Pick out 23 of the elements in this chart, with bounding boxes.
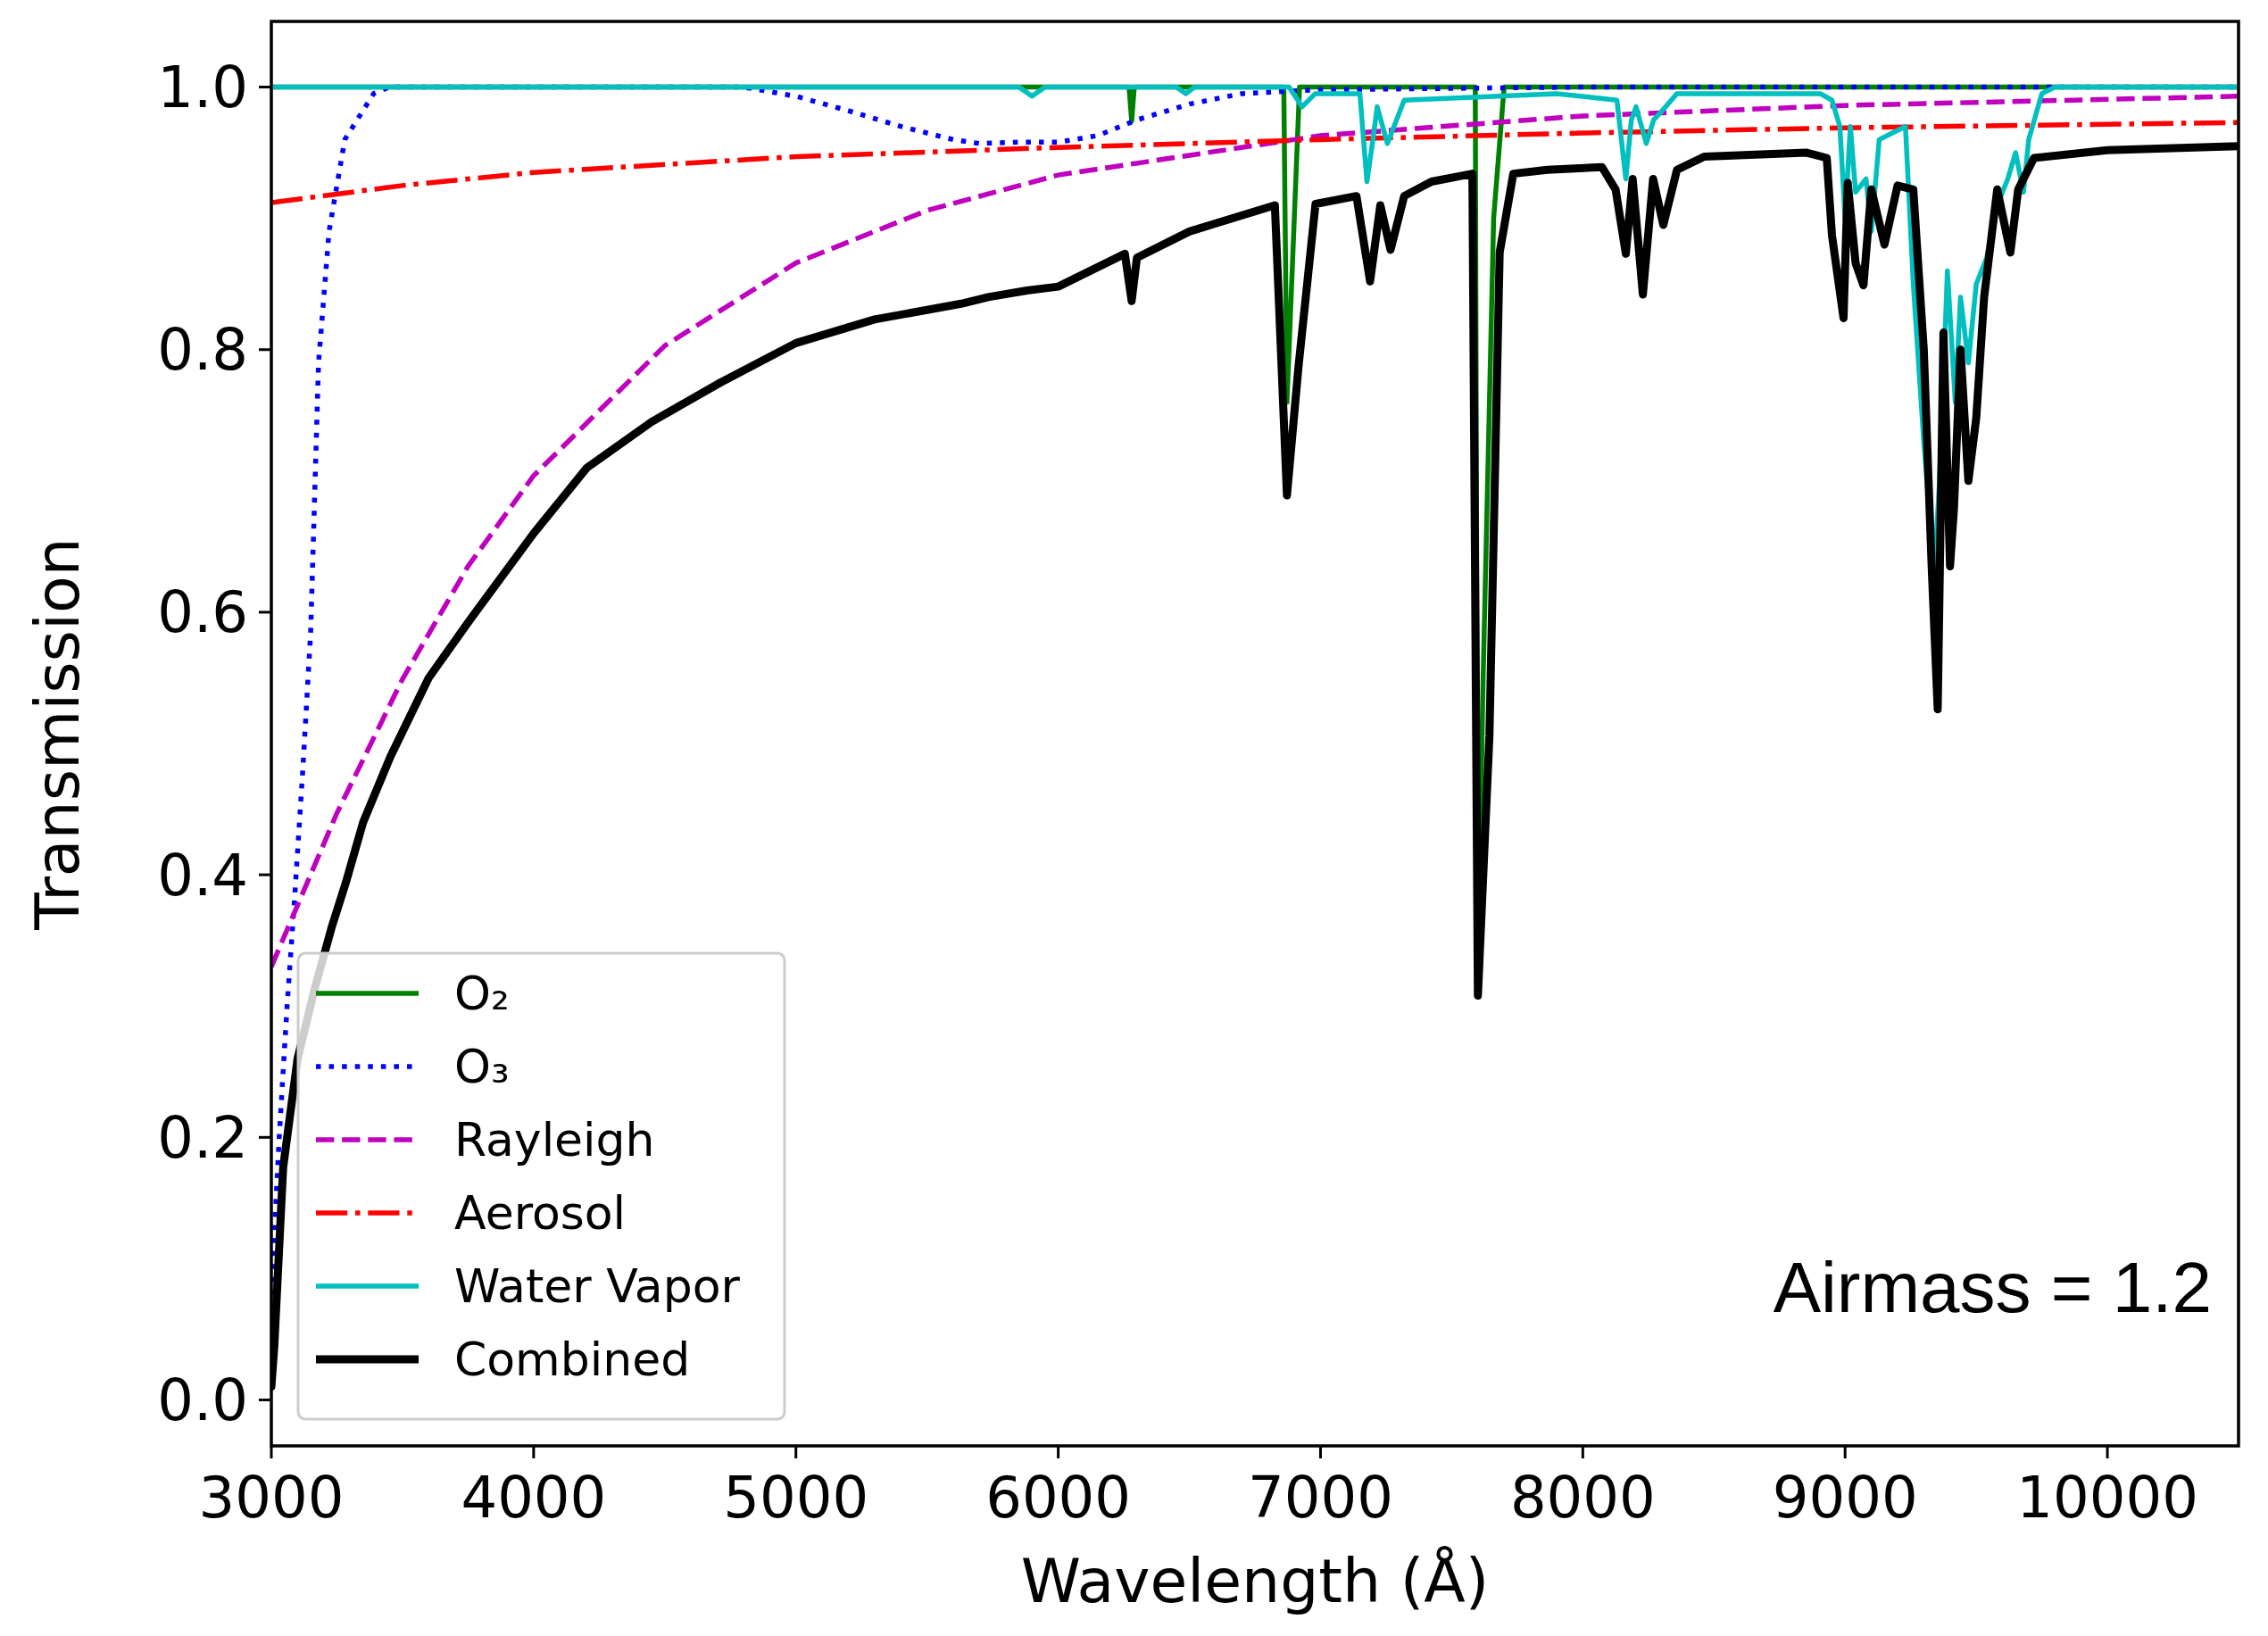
x-axis-title: Wavelength (Å) xyxy=(1020,1545,1490,1616)
y-axis-title: Transmission xyxy=(22,537,93,931)
x-tick-label: 6000 xyxy=(985,1465,1132,1531)
y-tick-label: 0.4 xyxy=(157,842,248,909)
annotation: Airmass = 1.2 xyxy=(1773,1248,2212,1327)
legend-label: O₂ xyxy=(454,967,510,1021)
y-tick-label: 0.8 xyxy=(157,317,248,384)
x-tick-label: 8000 xyxy=(1509,1465,1656,1531)
legend-label: Water Vapor xyxy=(454,1259,741,1314)
legend-label: Combined xyxy=(454,1333,691,1387)
x-tick-label: 5000 xyxy=(723,1465,869,1531)
x-tick-label: 9000 xyxy=(1772,1465,1918,1531)
y-tick-label: 1.0 xyxy=(157,54,248,120)
x-tick-label: 7000 xyxy=(1248,1465,1393,1531)
legend-label: Aerosol xyxy=(454,1186,627,1241)
y-tick-label: 0.2 xyxy=(157,1104,248,1171)
y-tick-label: 0.0 xyxy=(157,1366,248,1433)
x-tick-label: 10000 xyxy=(2016,1465,2198,1531)
legend-label: Rayleigh xyxy=(454,1113,655,1167)
legend-label: O₃ xyxy=(454,1040,510,1094)
x-tick-label: 4000 xyxy=(461,1465,607,1531)
y-tick-label: 0.6 xyxy=(157,579,248,646)
x-tick-label: 3000 xyxy=(198,1465,345,1531)
